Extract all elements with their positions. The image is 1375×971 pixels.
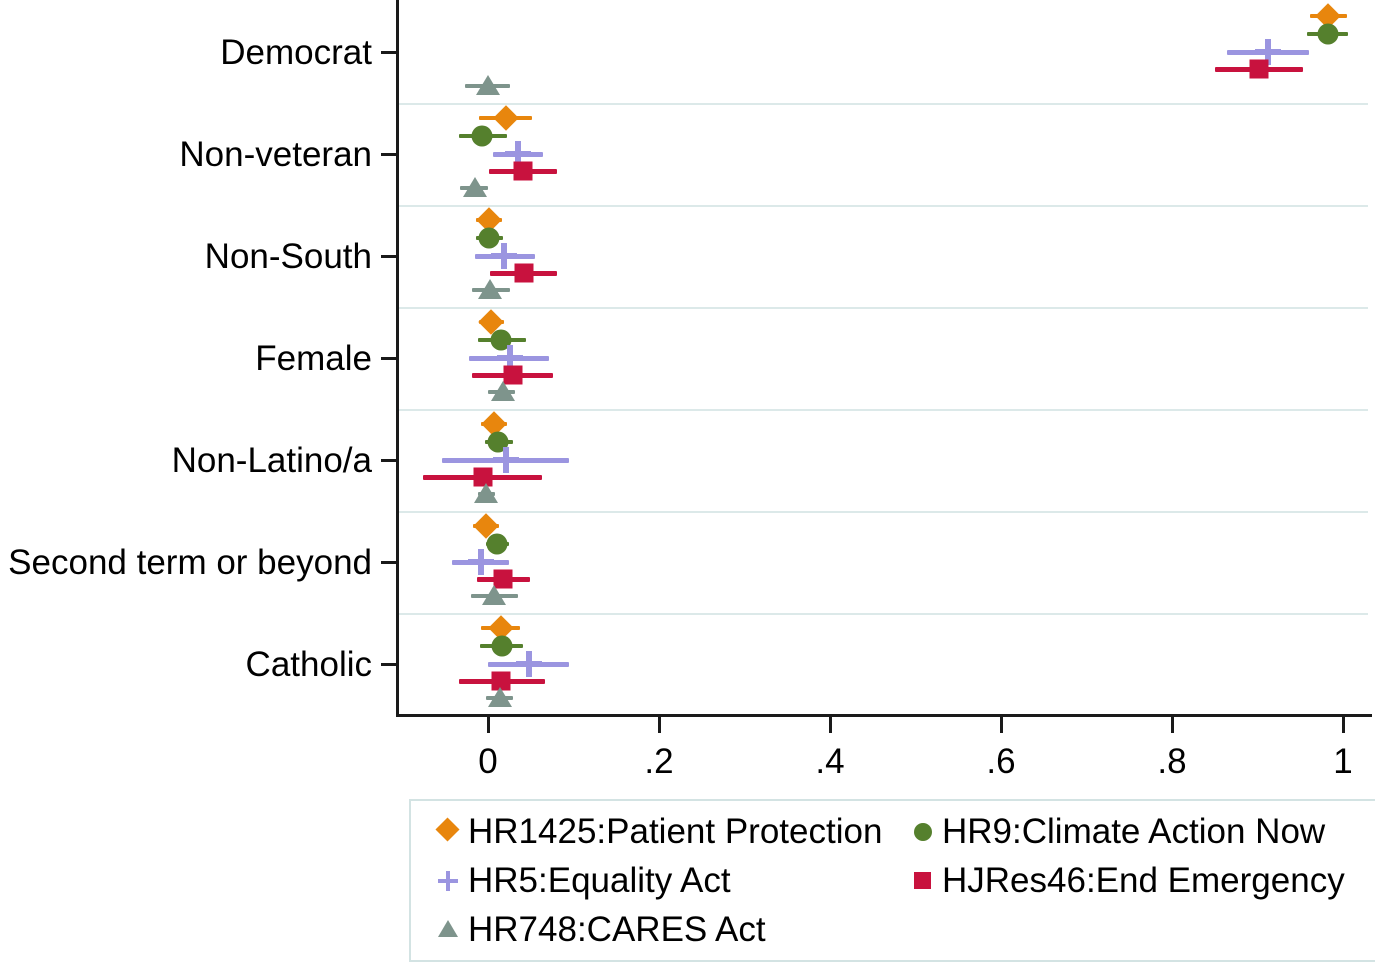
legend-item: HJRes46:End Emergency <box>906 861 1345 901</box>
marker-circle <box>471 125 493 147</box>
category-separator-gridline <box>399 409 1368 411</box>
x-axis-tick <box>829 717 832 733</box>
marker-diamond <box>493 105 519 131</box>
legend-series-label: HR9:Climate Action Now <box>942 811 1326 851</box>
y-axis-category-label: Female <box>255 339 372 378</box>
legend-series-label: HR748:CARES Act <box>468 909 766 949</box>
plus-vertical-bar <box>446 870 450 891</box>
marker-square <box>1249 59 1269 79</box>
legend-row: HR748:CARES Act <box>432 905 1375 954</box>
y-axis-tick <box>381 51 397 54</box>
y-axis-tick <box>381 357 397 360</box>
marker-circle <box>478 227 500 249</box>
marker-triangle <box>474 483 499 503</box>
plot-area: Democrat Non-veteran Non-South Female Non-La… <box>8 0 1372 781</box>
diamond-shape <box>435 816 460 842</box>
plus-vertical-bar <box>526 651 533 677</box>
y-axis-tick <box>381 663 397 666</box>
legend-series-label: HR1425:Patient Protection <box>468 811 883 851</box>
y-axis-tick <box>381 153 397 156</box>
marker-circle <box>491 635 513 657</box>
marker-square <box>503 365 523 385</box>
x-axis-tick-label: 0 <box>478 742 498 781</box>
square-shape <box>914 871 931 889</box>
marker-plus <box>516 651 543 677</box>
y-axis-category-label: Democrat <box>220 33 372 72</box>
plus-vertical-bar <box>501 243 508 269</box>
x-axis-tick-label: .6 <box>986 742 1016 781</box>
legend-series-label: HR5:Equality Act <box>468 860 731 900</box>
legend-item: HR9:Climate Action Now <box>906 812 1325 852</box>
y-axis-tick <box>381 255 397 258</box>
y-axis-category-label: Second term or beyond <box>8 543 372 582</box>
x-axis-tick <box>1171 717 1174 733</box>
x-axis-tick <box>1342 717 1345 733</box>
y-axis-tick <box>381 459 397 462</box>
marker-plus <box>497 345 524 371</box>
x-axis-tick <box>487 717 490 733</box>
legend-marker-plus-icon <box>432 863 468 899</box>
marker-triangle <box>476 75 500 95</box>
legend: HR1425:Patient Protection HR9:Climate Act… <box>409 799 1375 962</box>
x-axis-tick <box>1000 717 1003 733</box>
marker-triangle <box>481 585 506 605</box>
plus-vertical-bar <box>507 345 514 371</box>
marker-circle <box>1317 23 1339 45</box>
legend-marker-circle-icon <box>906 814 942 850</box>
marker-square <box>491 671 511 691</box>
legend-row: HR1425:Patient Protection HR9:Climate Act… <box>432 807 1375 856</box>
x-axis-tick-label: 1 <box>1333 742 1353 781</box>
marker-square <box>493 569 513 589</box>
x-axis-tick <box>658 717 661 733</box>
category-separator-gridline <box>399 511 1368 513</box>
marker-circle <box>486 533 508 555</box>
plus-vertical-bar <box>478 549 485 575</box>
category-separator-gridline <box>399 613 1368 615</box>
marker-square <box>514 263 534 283</box>
marker-plus <box>1254 39 1281 65</box>
marker-plus <box>491 243 518 269</box>
marker-square <box>513 161 533 181</box>
plus-vertical-bar <box>514 141 521 167</box>
marker-triangle <box>477 279 502 299</box>
category-separator-gridline <box>399 103 1368 105</box>
y-axis-category-label: Non-Latino/a <box>171 441 372 480</box>
legend-marker-diamond-icon <box>432 814 468 850</box>
x-axis-tick-label: .4 <box>815 742 845 781</box>
marker-plus <box>504 141 531 167</box>
legend-marker-square-icon <box>906 863 942 899</box>
marker-circle <box>490 329 512 351</box>
y-axis-category-label: Catholic <box>245 645 372 684</box>
triangle-shape <box>438 919 458 937</box>
marker-triangle <box>463 177 488 197</box>
legend-marker-triangle-icon <box>432 912 468 948</box>
legend-item: HR5:Equality Act <box>432 861 906 901</box>
plus-vertical-bar <box>1264 39 1271 65</box>
marker-plus <box>492 447 519 473</box>
marker-triangle <box>491 381 516 401</box>
legend-series-label: HJRes46:End Emergency <box>942 860 1345 900</box>
y-axis-category-label: Non-veteran <box>179 135 372 174</box>
x-axis-line <box>396 714 1372 717</box>
category-separator-gridline <box>399 205 1368 207</box>
x-axis-tick-label: .8 <box>1157 742 1187 781</box>
plus-vertical-bar <box>502 447 509 473</box>
circle-shape <box>914 822 932 841</box>
marker-triangle <box>487 687 512 707</box>
marker-square <box>473 467 493 487</box>
category-separator-gridline <box>399 307 1368 309</box>
legend-item: HR748:CARES Act <box>432 910 906 950</box>
y-axis-line <box>396 0 399 717</box>
y-axis-tick <box>381 561 397 564</box>
legend-item: HR1425:Patient Protection <box>432 812 906 852</box>
y-axis-category-label: Non-South <box>204 237 372 276</box>
x-axis-tick-label: .2 <box>644 742 674 781</box>
marker-plus <box>468 549 495 575</box>
legend-row: HR5:Equality Act HJRes46:End Emergency <box>432 856 1375 905</box>
